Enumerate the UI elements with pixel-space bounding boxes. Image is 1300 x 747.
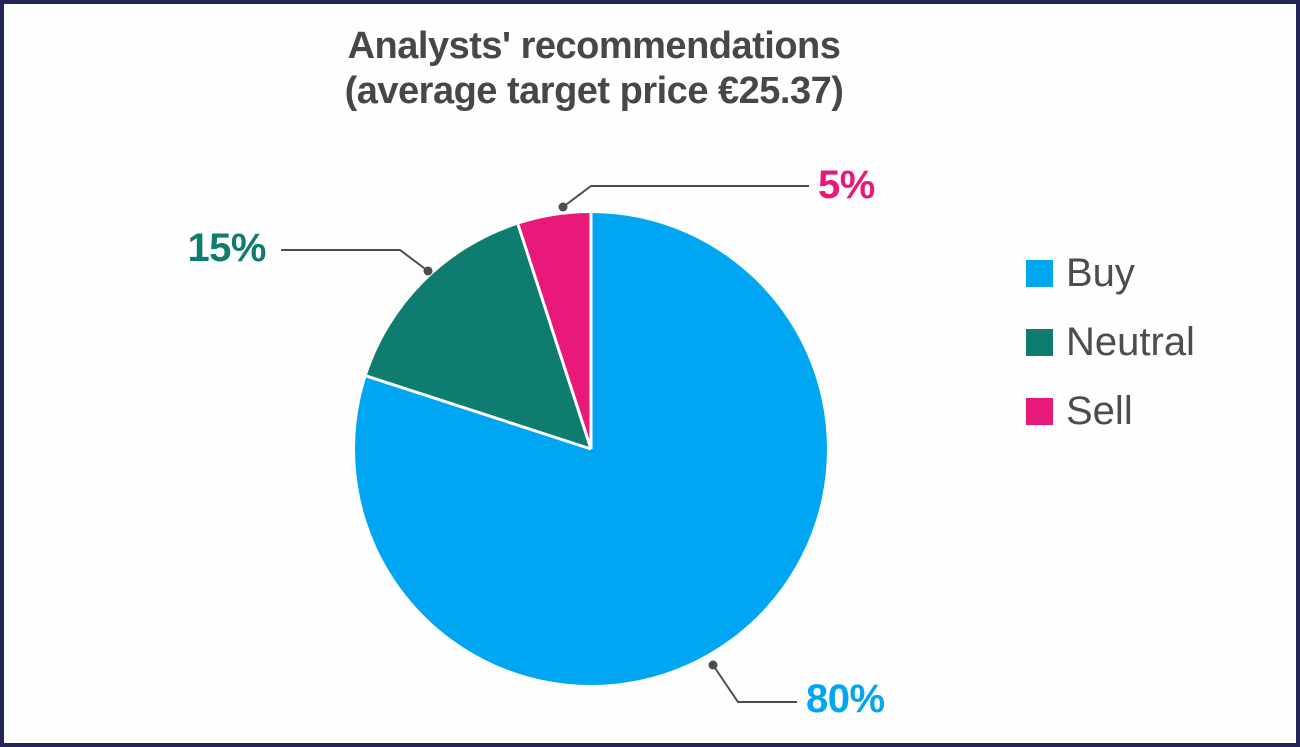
pie-separator (366, 374, 592, 451)
chart-title-line2: (average target price €25.37) (344, 70, 844, 112)
callout-line-neutral (281, 249, 429, 272)
legend-label-neutral: Neutral (1066, 319, 1195, 364)
callout-line-buy (712, 664, 797, 703)
chart-title-line1: Analysts' recommendations (347, 25, 841, 67)
legend-item-neutral: Neutral (1026, 319, 1195, 365)
callout-dot-sell (558, 202, 568, 212)
legend: Buy Neutral Sell (1026, 250, 1195, 434)
pie-chart-canvas (281, 185, 827, 703)
callout-label-neutral: 15% (187, 226, 266, 270)
callout-line-sell (562, 185, 809, 208)
callout-dot-buy (708, 660, 718, 670)
chart-title: Analysts' recommendations (average targe… (94, 24, 1094, 114)
callout-connectors (281, 185, 809, 703)
pie-slice-separators (366, 213, 593, 451)
legend-label-buy: Buy (1066, 250, 1135, 295)
legend-item-sell: Sell (1026, 388, 1195, 434)
legend-swatch-sell (1026, 397, 1053, 425)
callout-dot-neutral (423, 266, 433, 276)
legend-swatch-buy (1026, 259, 1053, 287)
callout-label-buy: 80% (806, 677, 885, 721)
callout-label-sell: 5% (818, 163, 875, 207)
legend-item-buy: Buy (1026, 250, 1195, 296)
pie-separator (516, 224, 593, 450)
legend-label-sell: Sell (1066, 388, 1133, 433)
legend-swatch-neutral (1026, 328, 1053, 356)
